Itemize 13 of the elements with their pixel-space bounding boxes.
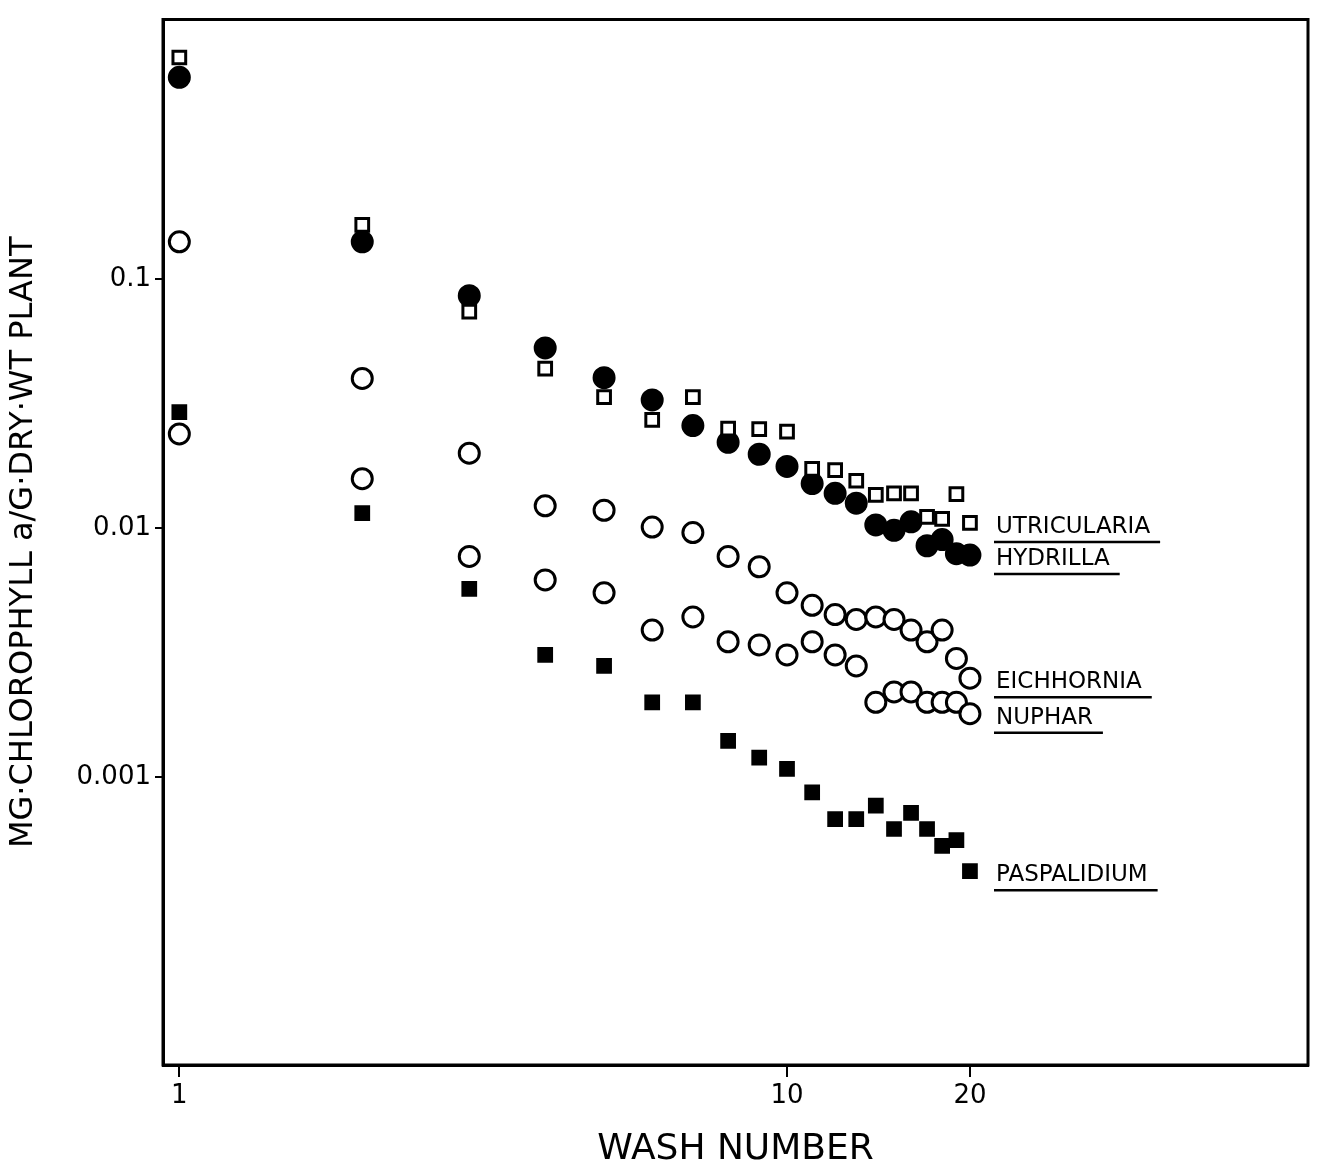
x-tick-label: 1 (171, 1079, 188, 1110)
series-label: EICHHORNIA (996, 667, 1143, 694)
y-tick-label: 0.01 (93, 510, 151, 541)
x-tick-label: 20 (953, 1079, 987, 1110)
y-axis-title: MG·CHLOROPHYLL a/G·DRY·WT PLANT (1, 236, 40, 849)
y-tick-label: 0.001 (76, 760, 151, 791)
series-label: HYDRILLA (996, 544, 1110, 571)
series-label: NUPHAR (996, 702, 1093, 729)
y-tick-label: 0.1 (109, 261, 151, 292)
x-axis-title: WASH NUMBER (597, 1125, 874, 1167)
series-label: PASPALIDIUM (996, 860, 1148, 887)
x-tick-label: 10 (770, 1079, 804, 1110)
series-label: UTRICULARIA (996, 511, 1151, 538)
